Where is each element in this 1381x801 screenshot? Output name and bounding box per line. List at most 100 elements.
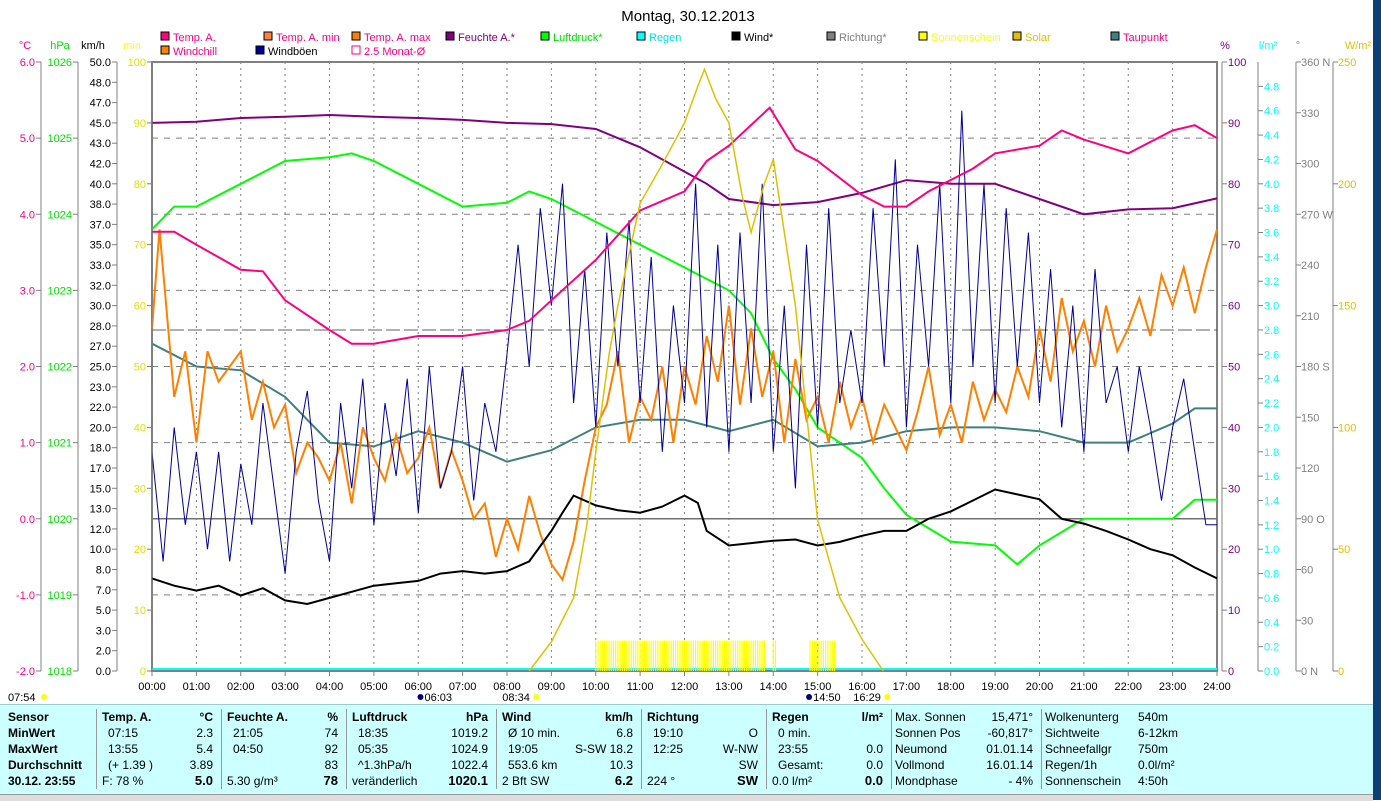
axis-tick-label: 1.0 [20,438,35,450]
axis-tick-label: 270 W [1301,209,1333,221]
cell-label: (+ 1.39 ) [108,758,154,772]
axis-tick-label: 28.0 [90,321,111,333]
axis-tick-label: 2.8 [1264,325,1279,337]
cell-value: O [748,726,758,740]
label-avg: Durchschnitt [8,758,83,772]
axis-tick-label: 1.2 [1264,520,1279,532]
axis-tick-label: 33.0 [90,260,111,272]
cell-label: 19:05 [508,742,539,756]
legend-item: Temp. A. max [364,32,431,44]
axis-tick-label: 60 [1228,301,1240,313]
info-label: Regen/1h [1045,758,1098,772]
axis-tick-label: 30 [134,483,146,495]
axis-tick-label: 45.0 [90,118,111,130]
x-tick-label: 04:00 [316,681,344,693]
axis-tick-label: 0.6 [1264,593,1279,605]
axis-tick-label: 1026 [48,57,72,69]
x-tick-label: 13:00 [715,681,743,693]
header: Temp. A. [102,710,152,724]
cell-value: SW [738,758,758,772]
axis-tick-label: 70 [134,240,146,252]
axis-tick-label: 20 [134,544,146,556]
legend-swatch [636,31,646,41]
cell-value: 6.2 [614,773,633,788]
x-tick-label: 19:00 [981,681,1009,693]
axis-unit-wind: km/h [81,40,105,52]
axis-tick-label: 0.8 [1264,569,1279,581]
legend-swatch [255,45,265,55]
astro-time-label: 08:34 [502,692,530,704]
axis-tick-label: 100 [128,57,146,69]
axis-tick-label: 40.0 [90,179,111,191]
axis-tick-label: 1.8 [1264,447,1279,459]
info-label: Sichtweite [1045,726,1100,740]
axis-unit-rain: l/m² [1259,40,1278,52]
axis-tick-label: 1022 [48,362,72,374]
cell-value: 5.4 [196,742,213,756]
axis-tick-label: 60 [1301,565,1313,577]
axis-tick-label: 70 [1228,240,1240,252]
x-tick-label: 07:00 [449,681,477,693]
info-label: Neumond [895,742,948,756]
axis-tick-label: 10 [1228,605,1240,617]
info-value: 01.01.14 [986,742,1033,756]
axis-tick-label: 2.0 [96,646,111,658]
info-value: - 4% [1008,774,1033,788]
cell-label: F: 78 % [102,774,144,788]
x-tick-label: 18:00 [937,681,965,693]
axis-tick-label: 2.0 [20,362,35,374]
axis-tick-label: 3.2 [1264,276,1279,288]
axis-tick-label: 2.2 [1264,398,1279,410]
unit: °C [199,710,213,724]
x-tick-label: 11:00 [627,681,654,693]
weather-chart: Montag, 30.12.2013 Temp. A. Temp. A. min Te… [8,8,1371,704]
x-tick-label: 21:00 [1070,681,1098,693]
axis-tick-label: 8.0 [96,565,111,577]
axis-tick-label: 1020 [48,514,72,526]
axis-tick-label: 3.0 [96,625,111,637]
axis-tick-label: 32.0 [90,280,111,292]
cell-value: S-SW 18.2 [574,742,633,756]
axis-tick-label: 360 N [1301,57,1330,69]
axis-tick-label: 40 [1228,422,1240,434]
x-tick-label: 12:00 [671,681,699,693]
axis-tick-label: 3.8 [1264,203,1279,215]
cell-label: veränderlich [352,774,418,788]
axis-tick-label: 210 [1301,311,1319,323]
legend-item: Windböen [268,46,318,58]
legend-swatch [540,31,550,41]
legend-swatch [160,45,170,55]
axis-tick-label: 90 O [1301,514,1325,526]
axis-tick-label: 4.0 [20,209,35,221]
cell-value: 1022.4 [451,758,488,772]
axis-unit-pressure: hPa [50,40,70,52]
x-tick-label: 14:00 [759,681,787,693]
x-tick-label: 03:00 [271,681,299,693]
astro-marker-icon [884,694,891,700]
cell-label: 21:05 [233,726,264,740]
astro-marker-icon [806,694,813,700]
cell-value: 3.89 [189,758,213,772]
axis-tick-label: 37.0 [90,219,111,231]
cell-label: 04:50 [233,742,264,756]
info-label: Mondphase [895,774,958,788]
info-value: 4:50h [1138,774,1169,788]
axis-tick-label: 90 [1228,118,1240,130]
series-luftdruck- [151,152,1217,566]
x-tick-label: 17:00 [893,681,921,693]
axis-tick-label: 90 [134,118,146,130]
header: Richtung [647,710,699,724]
astro-marker-icon [41,694,47,700]
axis-tick-label: 50.0 [90,57,111,69]
unit: hPa [465,710,488,724]
x-tick-label: 10:00 [582,681,610,693]
cell-value: 74 [324,726,338,740]
axis-tick-label: 0.2 [1264,642,1279,654]
axis-tick-label: 30 [1228,483,1240,495]
cell-value: 92 [324,742,338,756]
axis-tick-label: 200 [1338,179,1356,191]
axis-tick-label: 5.0 [96,605,111,617]
axis-tick-label: 0 N [1301,666,1318,678]
axis-tick-label: 4.0 [1264,179,1279,191]
axis-tick-label: 120 [1301,463,1319,475]
